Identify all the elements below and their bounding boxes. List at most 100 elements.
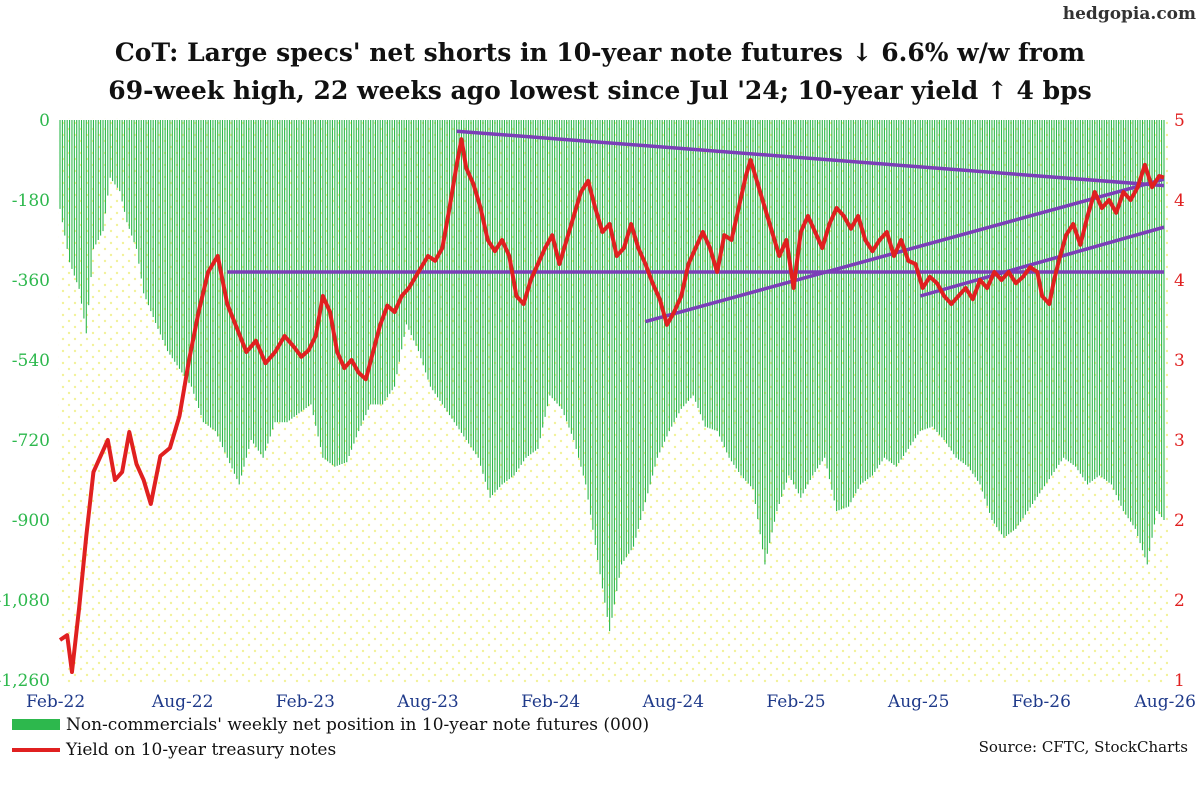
bar-week-187 [506,120,508,481]
bar-week-295 [764,120,766,565]
bar-week-168 [460,120,462,433]
bar-week-261 [683,120,685,407]
bar-week-232 [613,120,615,605]
bar-week-402 [1020,120,1022,522]
bar-week-248 [652,120,654,476]
bar-week-197 [530,120,532,455]
bar-week-379 [965,120,967,465]
source-note: Source: CFTC, StockCharts [978,738,1188,756]
bar-week-182 [494,120,496,493]
bar-week-141 [396,120,398,375]
bar-week-302 [781,120,783,497]
bar-week-428 [1082,120,1084,478]
bar-week-262 [685,120,687,404]
bar-week-244 [642,120,644,512]
bar-week-431 [1089,120,1091,483]
bar-week-246 [647,120,649,494]
bar-week-195 [525,120,527,458]
bar-week-133 [377,120,379,405]
bar-week-171 [468,120,470,444]
right-tick-label: 4 [1174,271,1185,291]
bar-week-245 [644,120,646,503]
bar-week-60 [202,120,204,423]
bar-week-201 [539,120,541,439]
bar-week-117 [339,120,341,465]
bar-week-174 [475,120,477,455]
bar-week-458 [1153,120,1155,525]
bar-week-66 [217,120,219,437]
bar-week-118 [341,120,343,464]
bar-week-449 [1132,120,1134,526]
bar-week-26 [121,120,123,202]
bar-week-120 [346,120,348,463]
bar-week-271 [707,120,709,428]
bar-week-435 [1098,120,1101,476]
bar-week-325 [836,120,838,512]
right-tick-label: 2 [1174,511,1185,531]
bar-week-177 [482,120,484,474]
bar-week-347 [888,120,890,462]
legend-swatch-bars [12,719,60,730]
bar-week-291 [754,120,756,504]
bar-week-78 [245,120,247,458]
bar-week-304 [785,120,787,483]
bar-week-40 [155,120,157,323]
bar-week-255 [668,120,670,432]
bar-week-437 [1103,120,1105,480]
bar-week-233 [616,120,618,592]
bar-week-29 [128,120,130,229]
bar-week-272 [709,120,711,429]
bar-week-407 [1032,120,1034,504]
bar-week-314 [809,120,811,480]
bar-week-3 [66,120,68,249]
bar-week-207 [554,120,556,401]
bar-week-387 [984,120,986,499]
bar-week-375 [955,120,957,458]
left-tick-label: -180 [12,191,50,211]
bar-week-136 [384,120,386,401]
bar-week-145 [405,120,408,325]
bar-week-405 [1027,120,1029,512]
bar-week-33 [138,120,140,264]
bar-week-335 [859,120,862,485]
bar-week-21 [109,120,111,178]
bar-week-134 [379,120,381,405]
bar-week-406 [1029,120,1031,508]
bar-week-203 [544,120,546,417]
bar-week-184 [499,120,501,488]
bar-week-289 [750,120,752,487]
bar-week-19 [104,120,106,214]
bar-week-308 [795,120,797,489]
bar-week-227 [601,120,603,589]
bar-week-153 [425,120,427,373]
bar-week-147 [410,120,412,336]
bar-week-0 [59,120,61,209]
bar-week-317 [816,120,819,469]
bar-week-254 [666,120,668,437]
bar-week-410 [1039,120,1041,494]
bar-week-5 [71,120,73,269]
bar-week-102 [303,120,305,410]
bar-week-217 [578,120,580,458]
bar-week-46 [169,120,171,355]
bar-week-213 [568,120,570,428]
bar-week-98 [293,120,295,417]
bar-week-143 [401,120,403,350]
bar-week-159 [439,120,441,401]
bar-week-444 [1120,120,1122,506]
bar-week-149 [415,120,417,346]
bar-week-131 [372,120,374,405]
bar-week-355 [907,120,909,449]
bar-week-225 [597,120,599,560]
bar-week-416 [1053,120,1055,472]
brand-watermark: hedgopia.com [1062,4,1196,24]
bar-week-54 [188,120,190,384]
bar-week-205 [549,120,551,396]
bar-week-401 [1017,120,1019,526]
bar-week-70 [226,120,228,458]
bar-week-312 [805,120,807,489]
bar-week-319 [821,120,823,462]
bar-week-103 [305,120,307,408]
bar-week-219 [582,120,584,476]
